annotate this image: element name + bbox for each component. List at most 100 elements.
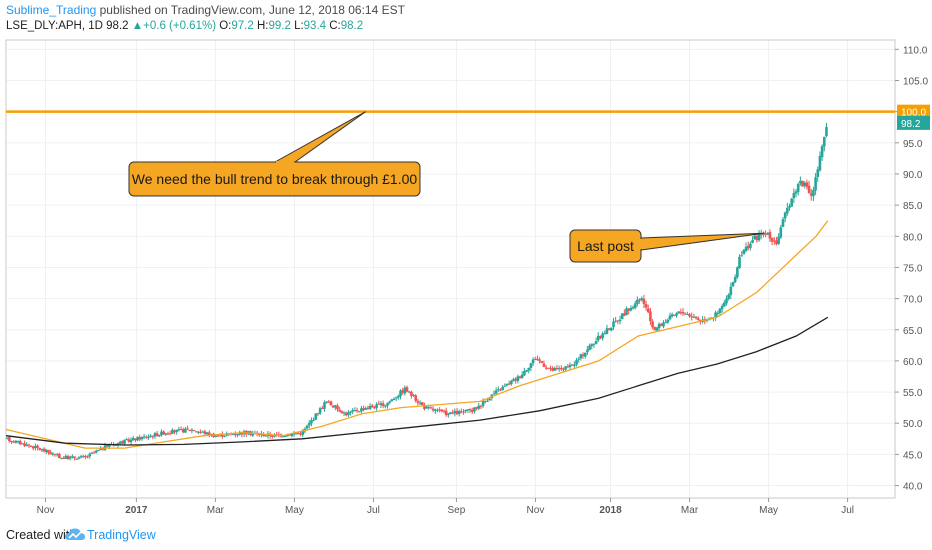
candle-down: [775, 240, 778, 245]
candle-up: [45, 449, 48, 452]
time-axis[interactable]: Nov 2017 Mar May Jul Sep Nov 2018 Mar May Jul: [37, 498, 854, 516]
candle-up: [614, 320, 617, 322]
candle-up: [375, 404, 378, 408]
candle-up: [223, 435, 226, 437]
candle-up: [349, 411, 352, 413]
callout-box[interactable]: [128, 161, 421, 197]
candle-down: [401, 390, 404, 393]
candle-down: [544, 367, 548, 369]
candle-down: [475, 407, 478, 409]
candle-up: [301, 431, 305, 435]
candle-up: [118, 441, 122, 444]
candle-down: [570, 364, 574, 366]
candle-up: [214, 436, 218, 438]
candle-down: [329, 401, 333, 406]
candle-down: [696, 318, 700, 320]
x-tick-label: 2017: [125, 505, 148, 516]
candle-down: [53, 453, 57, 455]
candle-up: [55, 454, 59, 456]
candle-up: [64, 455, 68, 459]
candle-down: [271, 435, 274, 437]
candle-up: [225, 433, 228, 436]
candle-up: [307, 422, 311, 426]
candle-up: [812, 189, 815, 197]
candle-down: [538, 359, 541, 362]
candle-up: [818, 156, 822, 171]
x-tick-label: May: [285, 505, 304, 516]
candle-down: [166, 433, 170, 435]
candle-up: [433, 409, 437, 411]
symbol-name[interactable]: LSE_DLY:APH, 1D: [6, 20, 103, 32]
candle-down: [134, 438, 137, 441]
author-link[interactable]: Sublime_Trading: [6, 3, 97, 17]
y-tick-label: 50.0: [903, 419, 923, 430]
footer: Created with TradingView: [0, 518, 932, 550]
candle-down: [460, 411, 463, 413]
candle-up: [40, 449, 44, 451]
price-axis[interactable]: 40.0 45.0 50.0 55.0 60.0 65.0 70.0 75.0 80.0 85.0…: [895, 45, 930, 493]
y-tick-label: 45.0: [903, 450, 923, 461]
candle-up: [803, 182, 807, 186]
candle-up: [160, 431, 163, 436]
y-tick-label: 85.0: [903, 201, 923, 212]
candle-down: [768, 232, 772, 239]
candle-up: [727, 294, 730, 299]
candle-up: [720, 305, 724, 310]
candle-up: [723, 302, 726, 307]
candle-down: [84, 455, 87, 457]
candle-down: [507, 383, 511, 385]
candle-up: [564, 366, 567, 370]
candle-up: [510, 380, 513, 385]
candle-down: [366, 407, 370, 409]
x-tick-label: Mar: [207, 505, 225, 516]
candle-up: [588, 345, 591, 351]
candle-up: [205, 432, 209, 435]
candle-down: [194, 431, 198, 433]
candle-down: [377, 403, 381, 405]
candle-down: [566, 366, 570, 368]
candle-up: [284, 435, 287, 437]
candle-up: [264, 435, 268, 437]
y-tick-label: 65.0: [903, 326, 923, 337]
candle-up: [116, 443, 120, 446]
candle-up: [125, 439, 129, 441]
candle-down: [203, 431, 207, 435]
candle-up: [677, 311, 680, 314]
candle-up: [353, 410, 357, 412]
candle-down: [683, 313, 687, 315]
callouts[interactable]: We need the bull trend to break through …: [128, 111, 765, 263]
candle-down: [555, 368, 559, 370]
candle-down: [221, 433, 224, 437]
candle-down: [442, 410, 446, 412]
candle-down: [288, 434, 291, 436]
candle-up: [788, 206, 791, 208]
candle-down: [644, 304, 648, 308]
candle-up: [318, 408, 322, 414]
tradingview-brand[interactable]: TradingView: [87, 528, 156, 542]
candle-up: [523, 371, 526, 376]
candle-up: [575, 360, 578, 365]
candle-down: [627, 308, 630, 311]
candle-down: [66, 456, 70, 460]
candle-down: [12, 441, 16, 443]
candle-up: [736, 267, 739, 278]
candle-down: [416, 400, 420, 403]
candle-down: [29, 445, 33, 447]
candle-up: [21, 443, 24, 445]
candle-up: [766, 232, 770, 235]
candle-up: [360, 408, 363, 412]
candle-up: [668, 315, 672, 320]
candle-up: [822, 137, 826, 147]
candle-down: [58, 453, 61, 459]
candle-up: [553, 367, 557, 371]
candle-down: [262, 433, 265, 437]
candle-up: [131, 438, 135, 440]
candle-up: [631, 307, 635, 309]
candle-up: [796, 184, 800, 192]
candle-down: [533, 358, 537, 360]
candle-up: [733, 276, 737, 283]
candle-up: [403, 387, 407, 394]
price-chart[interactable]: We need the bull trend to break through …: [0, 0, 932, 518]
candle-up: [314, 413, 318, 420]
candle-up: [153, 433, 157, 437]
